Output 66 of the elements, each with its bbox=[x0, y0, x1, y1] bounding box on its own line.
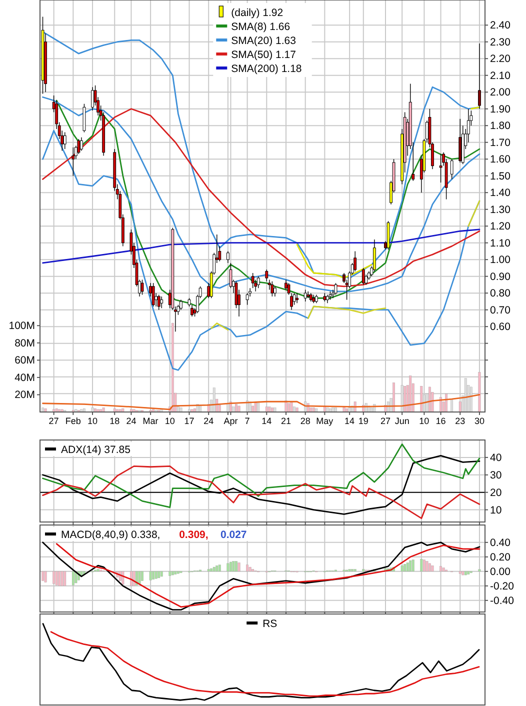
x-tick-label: 27 bbox=[48, 416, 59, 426]
x-tick-label: 14 bbox=[262, 416, 272, 426]
x-tick-label: 10 bbox=[419, 416, 430, 426]
y-tick-label: 0.80 bbox=[490, 288, 511, 300]
y-tick-label: 1.60 bbox=[490, 154, 511, 166]
legend-label: SMA(50) 1.17 bbox=[231, 49, 296, 61]
legend-label: SMA(8) 1.66 bbox=[231, 21, 290, 33]
y-tick-label: -0.40 bbox=[490, 594, 514, 607]
legend-label: SMA(20) 1.63 bbox=[231, 35, 296, 47]
x-tick-label: 27 bbox=[380, 416, 391, 426]
y2-tick-label: 60M bbox=[14, 354, 35, 367]
x-tick-label: May bbox=[316, 416, 334, 426]
x-tick-label: 30 bbox=[474, 416, 484, 426]
y-tick-label: 2.20 bbox=[490, 53, 511, 66]
y-tick-label: 1.00 bbox=[490, 254, 511, 266]
legend-label: (daily) 1.92 bbox=[231, 7, 284, 19]
y-tick-label: 1.30 bbox=[490, 204, 511, 216]
x-tick-label: 24 bbox=[126, 416, 136, 426]
y-tick-label: 1.80 bbox=[490, 120, 511, 132]
x-tick-label: 24 bbox=[204, 416, 214, 426]
y-tick-label: 1.70 bbox=[490, 136, 511, 149]
text: 0.027 bbox=[220, 529, 247, 541]
x-tick-label: Mar bbox=[142, 416, 158, 426]
y-tick-label: 0.90 bbox=[490, 270, 511, 283]
y-tick-label: 1.10 bbox=[490, 237, 511, 250]
y-tick-label: 0.00 bbox=[490, 566, 511, 578]
x-tick-label: 10 bbox=[164, 416, 175, 426]
x-tick-label: 21 bbox=[280, 416, 291, 426]
x-tick-label: 19 bbox=[358, 416, 368, 426]
y-tick-label: 30 bbox=[490, 469, 502, 482]
x-tick-label: 10 bbox=[88, 416, 98, 426]
legend-label: MACD(8,40,9) 0.338, bbox=[61, 529, 160, 541]
x-tick-label: Apr bbox=[224, 416, 238, 426]
y-tick-label: 20 bbox=[490, 486, 502, 499]
x-tick-label: 17 bbox=[184, 416, 194, 426]
legend-label: SMA(200) 1.18 bbox=[231, 63, 302, 75]
y-tick-label: 10 bbox=[490, 504, 502, 516]
y2-tick-label: 40M bbox=[14, 372, 35, 384]
y-tick-label: 1.50 bbox=[490, 170, 511, 182]
legend-label: RS bbox=[262, 618, 278, 630]
y-tick-label: 1.20 bbox=[490, 220, 511, 233]
y2-tick-label: 80M bbox=[14, 337, 35, 350]
y-tick-label: 0.60 bbox=[490, 321, 511, 334]
y-tick-label: 2.10 bbox=[490, 70, 511, 82]
y-tick-label: 1.90 bbox=[490, 103, 511, 116]
x-tick-label: 16 bbox=[436, 416, 446, 426]
x-tick-label: 14 bbox=[344, 416, 355, 426]
x-tick-label: 18 bbox=[110, 416, 120, 426]
y-tick-label: 2.30 bbox=[490, 36, 511, 48]
x-tick-label: 23 bbox=[455, 416, 466, 426]
text: 0.309, bbox=[179, 529, 208, 541]
x-tick-label: Jun bbox=[394, 416, 410, 426]
x-tick-label: 28 bbox=[300, 416, 310, 426]
y-tick-label: 0.40 bbox=[490, 536, 511, 549]
y-tick-label: -0.20 bbox=[490, 580, 514, 592]
y-tick-label: 2.40 bbox=[490, 20, 511, 32]
y2-tick-label: 20M bbox=[14, 389, 35, 402]
y-tick-label: 0.20 bbox=[490, 551, 511, 564]
y2-tick-label: 100M bbox=[8, 320, 35, 332]
y-tick-label: 0.70 bbox=[490, 304, 511, 316]
y-tick-label: 2.00 bbox=[490, 86, 511, 99]
x-tick-label: Feb bbox=[65, 416, 81, 426]
x-tick-label: 7 bbox=[244, 416, 250, 426]
legend-label: ADX(14) 37.85 bbox=[61, 444, 131, 456]
y-tick-label: 40 bbox=[490, 452, 502, 464]
y-tick-label: 1.40 bbox=[490, 187, 511, 200]
